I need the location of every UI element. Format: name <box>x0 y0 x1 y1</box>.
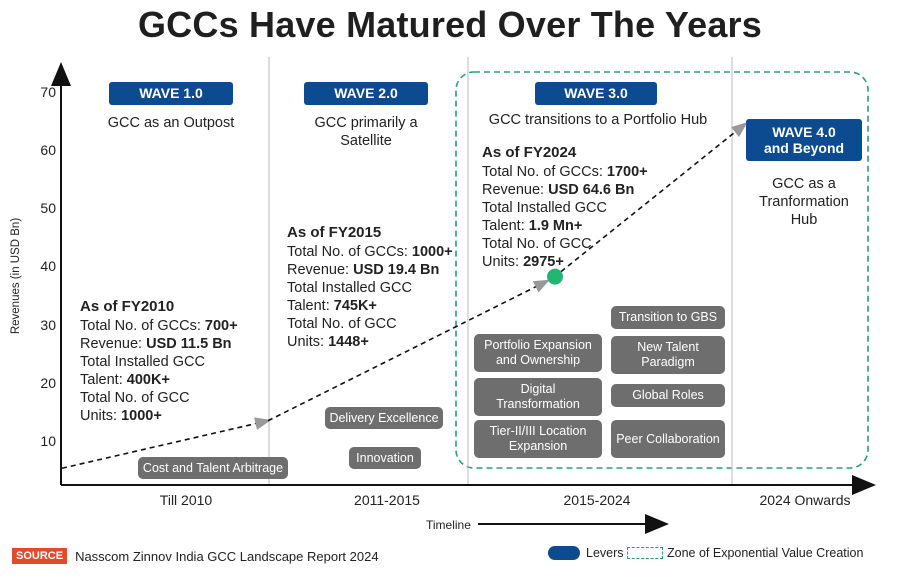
trend-segment-3 <box>560 122 748 273</box>
trend-segment-2 <box>267 279 550 422</box>
stat-label: Total Installed GCC <box>287 280 412 296</box>
lever-delivery-excellence: Delivery Excellence <box>325 407 443 429</box>
wave-3-description: GCC transitions to a Portfolio Hub <box>488 112 708 128</box>
stats-heading: As of FY2010 <box>80 298 175 315</box>
x-axis-label: Timeline <box>426 518 471 532</box>
y-tick-label: 70 <box>40 84 56 100</box>
stat-label: Total Installed GCC <box>80 354 205 370</box>
stat-value: USD 64.6 Bn <box>548 181 635 198</box>
lever-global-roles: Global Roles <box>611 384 725 407</box>
stat-label: Talent: <box>287 298 334 315</box>
chart-title: GCCs Have Matured Over The Years <box>137 4 762 45</box>
lever-portfolio-expansion: Portfolio Expansion and Ownership <box>474 334 602 372</box>
y-tick-label: 10 <box>40 433 56 449</box>
stats-heading: As of FY2024 <box>482 144 577 161</box>
lever-new-talent-paradigm: New Talent Paradigm <box>611 336 725 374</box>
lever-cost-talent-arbitrage: Cost and Talent Arbitrage <box>138 457 288 479</box>
stat-value: 1700+ <box>606 163 648 180</box>
stat-value: 2975+ <box>523 254 564 271</box>
stat-label: Units: <box>287 334 329 351</box>
y-tick-label: 40 <box>40 258 56 274</box>
wave-3-badge: WAVE 3.0 <box>535 82 657 105</box>
stat-value: USD 19.4 Bn <box>353 261 440 278</box>
wave-4-description: GCC as a Tranformation Hub <box>759 176 849 229</box>
exponential-zone <box>455 71 869 469</box>
x-category-label: Till 2010 <box>159 492 213 508</box>
lever-innovation: Innovation <box>349 447 421 469</box>
stat-value: 1448+ <box>328 334 369 351</box>
stat-value: 745K+ <box>333 298 377 315</box>
stats-fy2015: As of FY2015 Total No. of GCCs: 1000+ Re… <box>287 224 453 352</box>
stat-value: USD 11.5 Bn <box>146 335 232 352</box>
source-tag: SOURCE <box>12 548 68 564</box>
stat-label: Revenue: <box>287 261 354 278</box>
stat-value: 400K+ <box>126 372 170 389</box>
stat-label: Total No. of GCC <box>287 316 397 333</box>
lever-digital-transformation: Digital Transformation <box>474 378 602 416</box>
lever-peer-collaboration: Peer Collaboration <box>611 420 725 458</box>
y-axis-label: Revenues (in USD Bn) <box>10 217 22 335</box>
y-tick-label: 60 <box>40 142 56 158</box>
legend-zone: Zone of Exponential Value Creation <box>627 546 863 560</box>
stat-value: 1000+ <box>411 243 453 260</box>
stat-label: Total No. of GCCs: <box>80 317 205 334</box>
stat-label: Talent: <box>80 372 127 389</box>
stat-label: Total No. of GCC <box>482 236 592 253</box>
wave-1-description: GCC as an Outpost <box>107 115 235 131</box>
stats-fy2010: As of FY2010 Total No. of GCCs: 700+ Rev… <box>80 298 238 426</box>
stat-label: Total No. of GCCs: <box>287 243 412 260</box>
stat-value: 700+ <box>204 317 238 334</box>
stats-fy2024: As of FY2024 Total No. of GCCs: 1700+ Re… <box>482 144 648 272</box>
y-tick-label: 20 <box>40 375 56 391</box>
stat-value: 1.9 Mn+ <box>528 218 583 235</box>
stat-label: Units: <box>80 408 122 425</box>
y-tick-label: 50 <box>40 200 56 216</box>
stats-heading: As of FY2015 <box>287 224 382 241</box>
lever-transition-to-gbs: Transition to GBS <box>611 306 725 329</box>
trend-line <box>61 122 748 470</box>
stat-label: Units: <box>482 254 524 271</box>
stat-label: Total Installed GCC <box>482 200 607 216</box>
legend-label-levers: Levers <box>586 546 624 560</box>
x-category-label: 2011-2015 <box>354 492 420 508</box>
x-category-label: 2024 Onwards <box>759 492 851 508</box>
legend-swatch-zone <box>627 547 663 559</box>
legend-label-zone: Zone of Exponential Value Creation <box>667 546 864 560</box>
wave-4-badge: WAVE 4.0 and Beyond <box>746 119 862 161</box>
source-text: Nasscom Zinnov India GCC Landscape Repor… <box>75 548 379 564</box>
x-category-label: 2015-2024 <box>563 492 631 508</box>
source-note: SOURCE Nasscom Zinnov India GCC Landscap… <box>12 548 379 564</box>
legend-swatch-levers <box>548 546 580 560</box>
stat-label: Total No. of GCC <box>80 390 190 407</box>
lever-tier-location-expansion: Tier-II/III Location Expansion <box>474 420 602 458</box>
y-tick-label: 30 <box>40 317 56 333</box>
wave-2-badge: WAVE 2.0 <box>304 82 428 105</box>
stat-label: Total No. of GCCs: <box>482 163 607 180</box>
wave-1-badge: WAVE 1.0 <box>109 82 233 105</box>
legend-levers: Levers <box>548 546 624 560</box>
stat-label: Revenue: <box>80 335 147 352</box>
wave-2-description: GCC primarily a Satellite <box>314 115 418 150</box>
stat-value: 1000+ <box>121 408 162 425</box>
fy2024-marker <box>547 268 563 285</box>
stat-label: Talent: <box>482 218 529 235</box>
stat-label: Revenue: <box>482 181 549 198</box>
